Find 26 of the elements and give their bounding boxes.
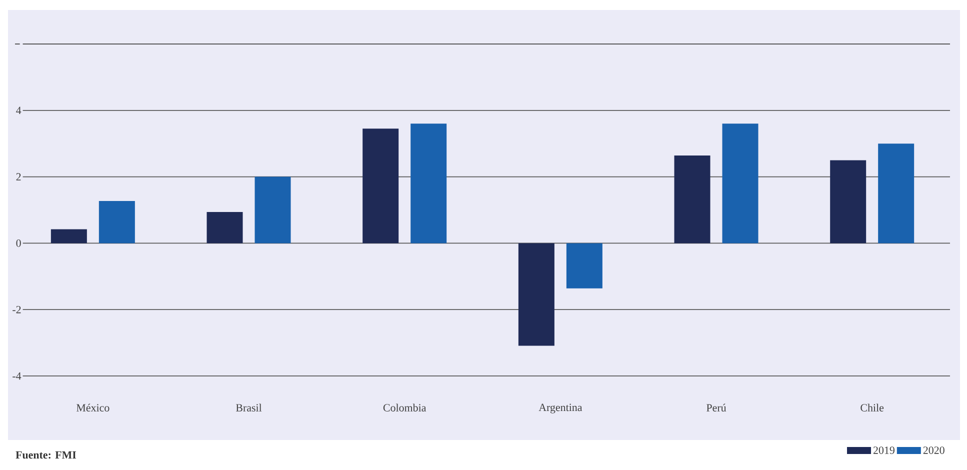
bar <box>362 128 399 244</box>
y-tick-label: -4 <box>12 372 22 380</box>
x-tick-label: Chile <box>860 404 884 412</box>
legend-label: 2019 <box>873 446 894 454</box>
source-note: Fuente: FMI <box>16 451 76 459</box>
bar <box>830 160 866 244</box>
bar <box>566 243 602 288</box>
y-tick-label: 2 <box>16 173 21 180</box>
x-tick-label: Brasil <box>236 404 262 412</box>
x-tick-label: Colombia <box>383 404 426 412</box>
bar <box>878 144 914 244</box>
bar <box>674 156 710 244</box>
bar <box>410 124 447 244</box>
bar <box>50 229 87 244</box>
bar <box>518 243 554 346</box>
x-tick-label: Perú <box>706 404 726 412</box>
y-tick-label: -2 <box>12 306 21 314</box>
y-tick-label: 0 <box>16 239 21 247</box>
bar <box>254 176 291 244</box>
bar <box>98 201 135 244</box>
x-tick-label: Argentina <box>538 404 582 414</box>
legend-label: 2020 <box>923 446 944 454</box>
x-tick-label: México <box>76 404 110 412</box>
y-tick-label: 4 <box>16 106 22 114</box>
bar <box>722 124 758 244</box>
bar <box>206 212 243 244</box>
